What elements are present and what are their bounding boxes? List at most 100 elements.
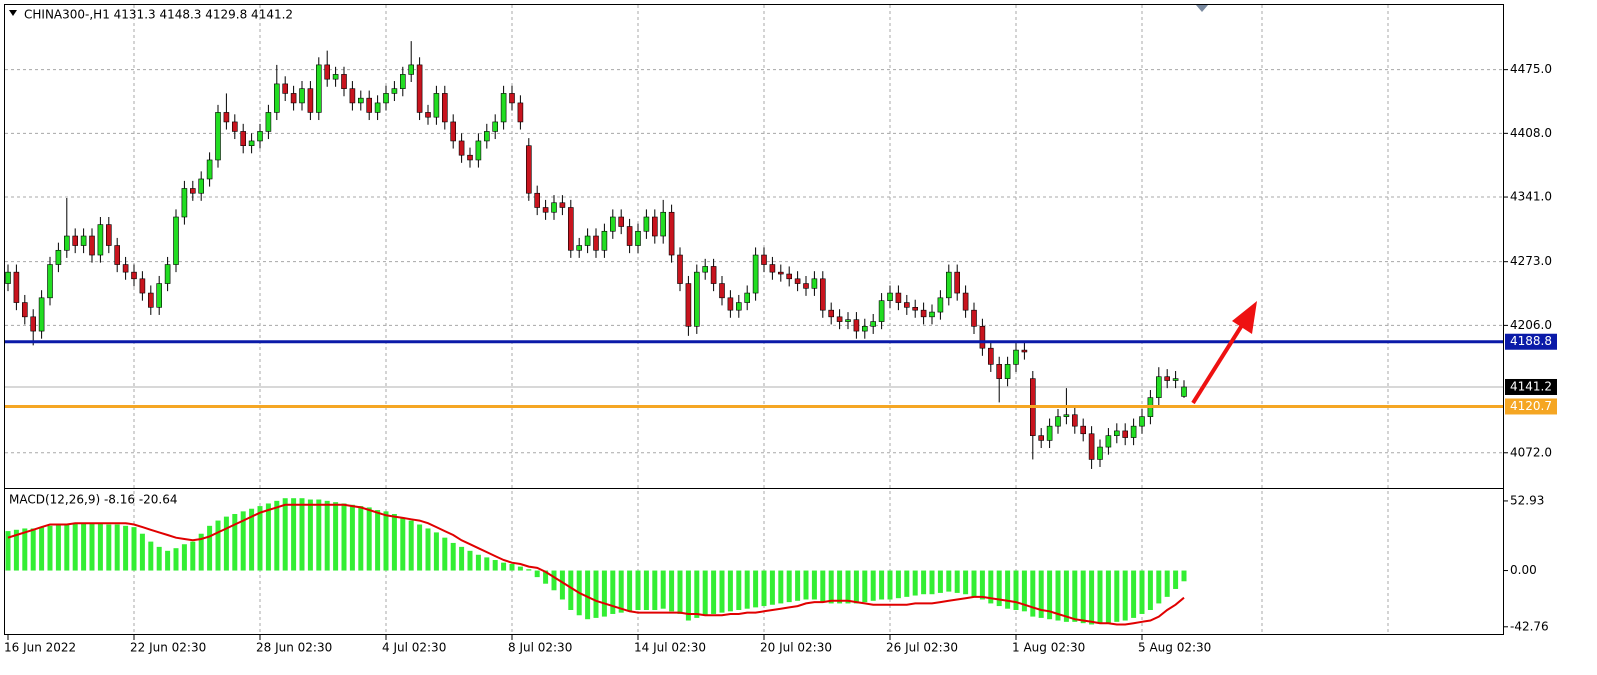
histogram-bar bbox=[660, 570, 666, 609]
candle-body bbox=[786, 273, 793, 280]
histogram-bar bbox=[139, 533, 145, 571]
histogram-bar bbox=[30, 528, 36, 571]
histogram-bar bbox=[811, 570, 817, 600]
candle-body bbox=[777, 271, 784, 275]
histogram-bar bbox=[1097, 570, 1103, 624]
candle-body bbox=[618, 216, 625, 227]
candle-body bbox=[1038, 435, 1044, 441]
candle-body bbox=[467, 154, 473, 161]
histogram-bar bbox=[1005, 570, 1011, 609]
histogram-bar bbox=[1030, 570, 1036, 617]
candle-body bbox=[257, 131, 263, 142]
histogram-bar bbox=[181, 544, 187, 571]
histogram-bar bbox=[89, 523, 95, 571]
histogram-bar bbox=[156, 546, 162, 571]
candle-body bbox=[828, 309, 835, 318]
histogram-bar bbox=[719, 570, 725, 613]
candle-body bbox=[1156, 376, 1162, 398]
histogram-bar bbox=[870, 570, 876, 601]
histogram-bar bbox=[55, 524, 61, 571]
candle-body bbox=[425, 112, 431, 118]
x-tick-label: 26 Jul 02:30 bbox=[886, 641, 958, 655]
candle-body bbox=[1122, 430, 1128, 438]
level-label-box bbox=[1505, 333, 1557, 350]
candle-body bbox=[5, 271, 11, 284]
candle-body bbox=[332, 74, 339, 80]
candle-body bbox=[131, 271, 137, 280]
histogram-bar bbox=[307, 499, 313, 571]
histogram-bar bbox=[383, 511, 389, 571]
histogram-bar bbox=[702, 570, 708, 616]
histogram-bar bbox=[467, 550, 473, 571]
histogram-bar bbox=[442, 537, 448, 571]
histogram-bar bbox=[786, 570, 792, 603]
histogram-bar bbox=[963, 570, 969, 595]
histogram-bar bbox=[685, 570, 691, 621]
candle-body bbox=[106, 224, 112, 246]
histogram-bar bbox=[1164, 570, 1170, 597]
candle-body bbox=[475, 140, 482, 161]
candle-body bbox=[996, 364, 1003, 379]
candle-body bbox=[1080, 425, 1086, 435]
candle-body bbox=[198, 178, 204, 194]
candle-body bbox=[845, 319, 851, 322]
candle-body bbox=[887, 292, 893, 301]
signal-line bbox=[7, 503, 1185, 626]
y-tick-label: 4341.0 bbox=[1510, 190, 1552, 204]
histogram-bar bbox=[408, 520, 414, 571]
arrow-head bbox=[1232, 301, 1257, 334]
histogram-bar bbox=[333, 502, 339, 571]
candle-body bbox=[30, 316, 37, 332]
histogram-bar bbox=[274, 500, 280, 571]
candle-body bbox=[719, 283, 725, 299]
histogram-bar bbox=[1122, 570, 1128, 621]
candle-body bbox=[1181, 386, 1187, 397]
candle-body bbox=[483, 131, 490, 142]
candle-body bbox=[315, 64, 322, 113]
histogram-bar bbox=[727, 570, 733, 612]
candle-body bbox=[1114, 430, 1120, 436]
candle-body bbox=[576, 245, 583, 251]
candle-body bbox=[215, 112, 221, 161]
candle-body bbox=[1164, 376, 1170, 381]
candle-body bbox=[1046, 425, 1053, 441]
candle-body bbox=[240, 131, 246, 147]
histogram-bar bbox=[123, 525, 129, 571]
candle-body bbox=[156, 283, 162, 308]
candle-body bbox=[299, 88, 305, 104]
histogram-bar bbox=[954, 570, 960, 593]
histogram-bar bbox=[534, 570, 540, 578]
candle-body bbox=[693, 271, 700, 327]
histogram-bar bbox=[459, 546, 465, 571]
histogram-bar bbox=[425, 528, 431, 571]
histogram-bar bbox=[996, 570, 1002, 607]
histogram-bar bbox=[761, 570, 767, 607]
candle-body bbox=[651, 216, 658, 237]
marks-layer bbox=[5, 41, 1503, 626]
histogram-bar bbox=[937, 570, 943, 593]
histogram-bar bbox=[971, 570, 977, 597]
histogram-bar bbox=[13, 529, 19, 571]
candle-body bbox=[702, 266, 709, 273]
x-tick-label: 4 Jul 02:30 bbox=[382, 641, 446, 655]
candle-body bbox=[752, 254, 759, 294]
candle-body bbox=[408, 64, 415, 75]
candle-body bbox=[517, 102, 524, 123]
histogram-bar bbox=[921, 570, 927, 595]
candle-body bbox=[987, 347, 994, 365]
histogram-bar bbox=[433, 532, 439, 571]
candle-body bbox=[1072, 414, 1078, 427]
candle-body bbox=[895, 292, 902, 303]
candle-body bbox=[635, 230, 641, 246]
candle-body bbox=[803, 283, 809, 289]
menu-triangle bbox=[9, 10, 17, 16]
x-tick-label: 20 Jul 02:30 bbox=[760, 641, 832, 655]
histogram-bar bbox=[904, 570, 910, 597]
y-tick-label: 4475.0 bbox=[1510, 62, 1552, 76]
level-label: 4188.8 bbox=[1510, 334, 1552, 348]
level-label: 4120.7 bbox=[1510, 399, 1552, 413]
histogram-bar bbox=[282, 498, 288, 571]
candle-body bbox=[97, 224, 104, 256]
histogram-bar bbox=[845, 570, 851, 604]
